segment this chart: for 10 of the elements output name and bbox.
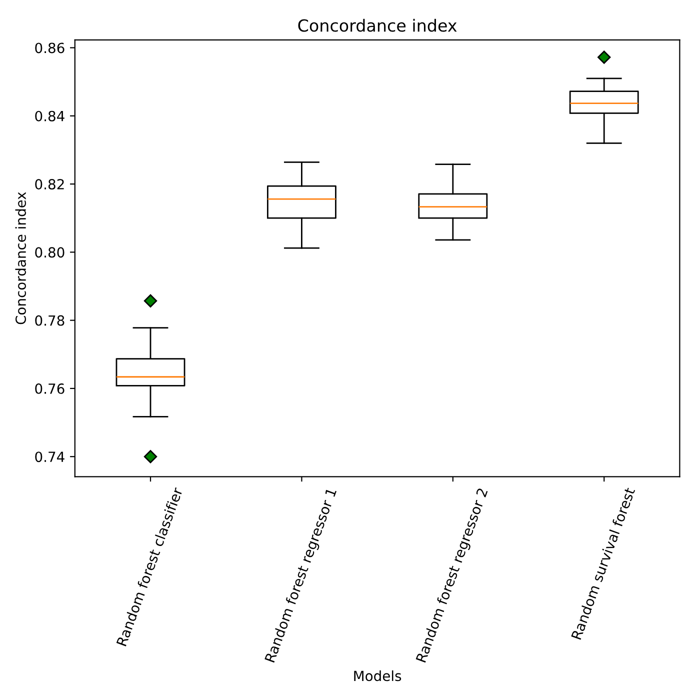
- chart-title: Concordance index: [298, 18, 457, 32]
- y-tick-label: 0.78: [35, 315, 64, 326]
- y-axis-title: Concordance index: [15, 192, 26, 324]
- y-tick-label: 0.76: [35, 383, 64, 394]
- x-axis-title: Models: [354, 670, 402, 682]
- y-tick-label: 0.86: [35, 42, 64, 54]
- y-tick-label: 0.82: [35, 178, 64, 190]
- y-tick-label: 0.80: [35, 247, 64, 258]
- y-tick-label: 0.74: [35, 452, 64, 462]
- y-tick-label: 0.84: [35, 110, 64, 122]
